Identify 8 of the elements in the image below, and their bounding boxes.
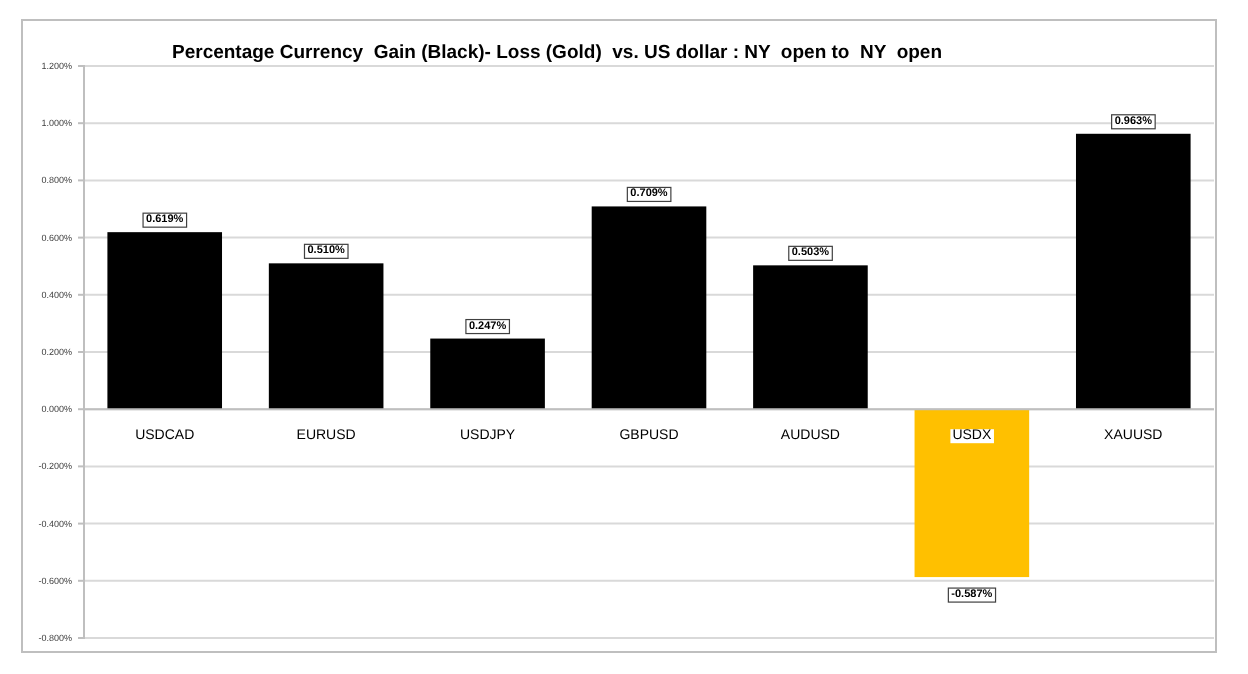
bar [1075, 133, 1191, 410]
bar [268, 263, 384, 410]
chart-title: Percentage Currency Gain (Black)- Loss (Gold) vs. US dollar : NY open to NY open [172, 42, 943, 64]
bar [753, 265, 868, 410]
bar [430, 338, 545, 410]
bar [914, 409, 1030, 578]
bar [591, 206, 707, 410]
bar [107, 232, 223, 410]
